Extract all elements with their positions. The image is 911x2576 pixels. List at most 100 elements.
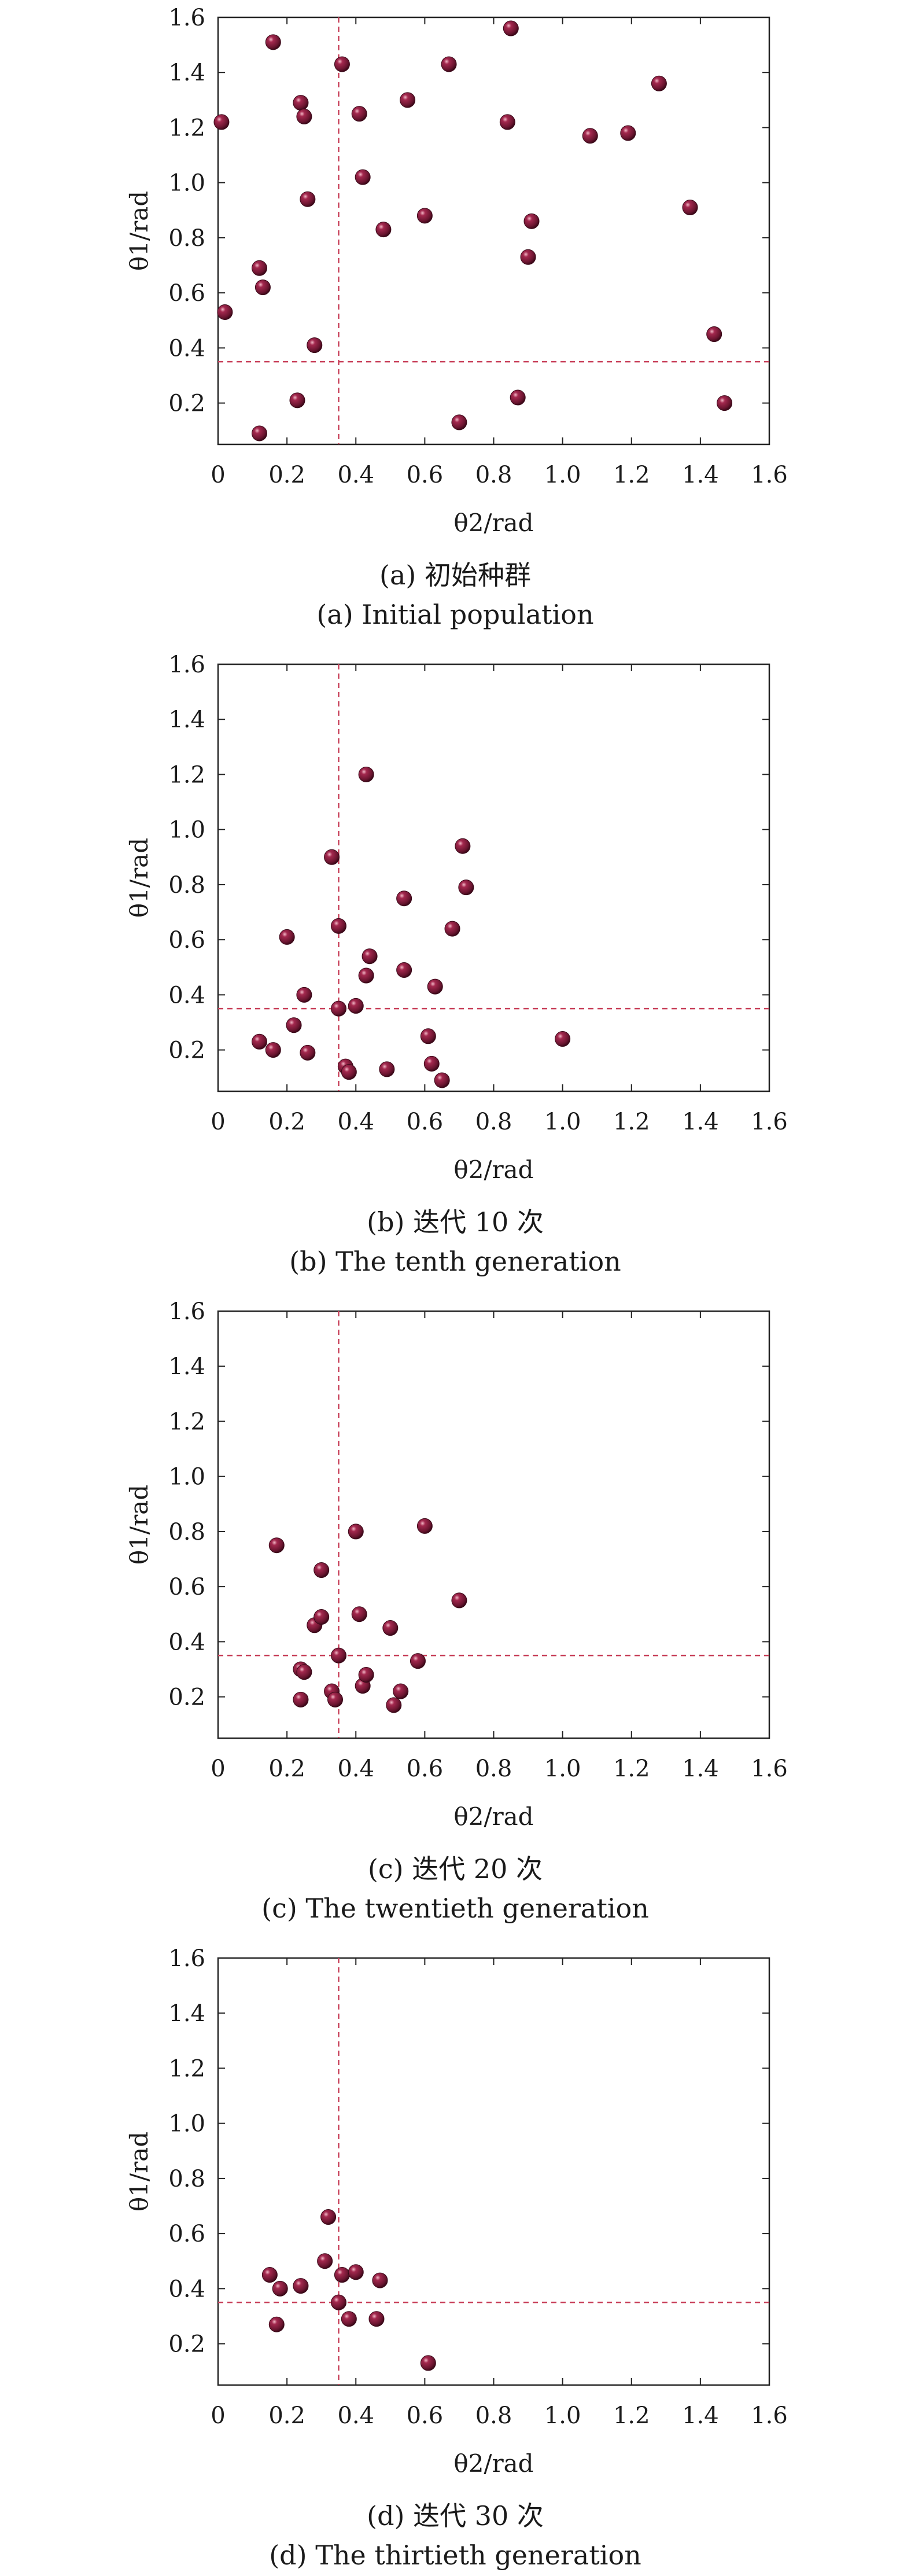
data-point (444, 921, 460, 937)
y-tick-label: 1.2 (168, 761, 205, 788)
x-tick-label: 1.0 (544, 1756, 581, 1782)
data-point (300, 191, 316, 207)
y-tick-label: 1.0 (168, 2111, 205, 2137)
data-point (313, 1562, 330, 1578)
data-point (455, 838, 471, 854)
x-tick-label: 1.6 (751, 1756, 788, 1782)
y-tick-label: 1.6 (168, 1298, 205, 1325)
data-point (382, 1620, 399, 1636)
y-tick-label: 1.0 (168, 1464, 205, 1491)
data-point (372, 2272, 388, 2288)
data-point (420, 1028, 436, 1044)
x-tick-label: 1.2 (613, 462, 650, 488)
data-point (272, 2280, 288, 2297)
data-point (396, 890, 412, 907)
x-tick-label: 0.4 (337, 1756, 374, 1782)
plot-frame (217, 16, 770, 446)
y-axis-label: θ1/rad (125, 838, 153, 918)
caption-en: (b) The tenth generation (289, 1246, 621, 1277)
x-tick-label: 0.6 (407, 1109, 444, 1135)
data-point (400, 92, 416, 108)
y-tick-label: 0.4 (168, 2276, 205, 2302)
data-point (251, 260, 267, 276)
y-tick-label: 0.6 (168, 2221, 205, 2247)
y-tick-label: 1.0 (168, 817, 205, 844)
data-point (499, 114, 515, 130)
data-point (375, 222, 392, 238)
y-tick-label: 0.6 (168, 280, 205, 307)
data-point (286, 1017, 302, 1033)
x-tick-label: 0.8 (475, 462, 512, 488)
data-point (330, 2294, 346, 2310)
data-point (213, 114, 230, 130)
x-axis-label: θ2/rad (453, 2449, 533, 2478)
x-tick-label: 0.6 (407, 2402, 444, 2429)
data-point (651, 75, 667, 91)
x-tick-label: 1.4 (682, 1109, 719, 1135)
data-point (682, 200, 698, 216)
x-tick-label: 0 (211, 1109, 225, 1135)
y-tick-label: 0.8 (168, 872, 205, 899)
y-tick-label: 0.8 (168, 2166, 205, 2192)
y-tick-label: 1.2 (168, 115, 205, 141)
x-tick-label: 1.4 (682, 462, 719, 488)
caption-cn: (b) 迭代 10 次 (367, 1206, 544, 1238)
data-point (351, 106, 367, 122)
data-point (706, 326, 722, 343)
data-point (379, 1061, 395, 1077)
x-tick-label: 0.8 (475, 1109, 512, 1135)
data-point (351, 1606, 367, 1622)
caption-en: (d) The thirtieth generation (269, 2540, 641, 2571)
data-point (327, 1691, 344, 1707)
x-tick-label: 0 (211, 462, 225, 488)
y-tick-label: 0.4 (168, 1629, 205, 1655)
chart-panel: 0 0.2 0.4 0.6 0.8 1.0 1.2 1.4 1.6 0.2 0.4 0.6 0.8 1.0… (125, 1945, 788, 2571)
y-tick-label: 0.4 (168, 982, 205, 1009)
x-tick-label: 0.6 (407, 462, 444, 488)
x-axis-label: θ2/rad (453, 1802, 533, 1831)
data-point (582, 128, 598, 144)
y-tick-label: 0.6 (168, 1574, 205, 1600)
data-point (313, 1609, 330, 1625)
data-point (217, 304, 233, 320)
data-point (341, 1064, 357, 1080)
x-tick-label: 1.0 (544, 1109, 581, 1135)
data-point (334, 2267, 350, 2283)
x-tick-label: 0.8 (475, 1756, 512, 1782)
x-axis-label: θ2/rad (453, 1155, 533, 1184)
data-point (268, 2316, 285, 2332)
data-point (393, 1683, 409, 1699)
x-tick-label: 0 (211, 2402, 225, 2429)
data-point (320, 2209, 337, 2225)
data-point (358, 766, 374, 782)
chart-panel: 0 0.2 0.4 0.6 0.8 1.0 1.2 1.4 1.6 0.2 0.4 0.6 0.8 1.0… (125, 652, 788, 1277)
data-point (520, 249, 536, 265)
y-tick-label: 0.8 (168, 225, 205, 252)
y-axis-label: θ1/rad (125, 191, 153, 271)
y-tick-label: 1.2 (168, 1408, 205, 1435)
y-tick-label: 0.6 (168, 927, 205, 954)
y-tick-label: 1.4 (168, 2000, 205, 2027)
y-tick-label: 0.4 (168, 335, 205, 362)
data-point (324, 849, 340, 865)
x-tick-label: 0.2 (268, 2402, 305, 2429)
data-point (441, 56, 457, 72)
x-tick-label: 0.2 (268, 1756, 305, 1782)
data-point (251, 1033, 267, 1050)
data-point (510, 389, 526, 406)
data-point (307, 337, 323, 354)
data-point (289, 392, 305, 409)
data-point (330, 1000, 346, 1017)
y-tick-label: 0.8 (168, 1519, 205, 1545)
data-point (251, 425, 267, 441)
x-tick-label: 1.2 (613, 1109, 650, 1135)
data-point (416, 1518, 433, 1534)
y-tick-label: 0.2 (168, 1037, 205, 1064)
x-tick-label: 0.4 (337, 1109, 374, 1135)
y-tick-label: 1.2 (168, 2055, 205, 2082)
chart-panel: 0 0.2 0.4 0.6 0.8 1.0 1.2 1.4 1.6 0.2 0.4 0.6 0.8 1.0… (125, 1298, 788, 1924)
x-tick-label: 1.0 (544, 2402, 581, 2429)
caption-en: (a) Initial population (316, 599, 593, 630)
x-tick-label: 0.6 (407, 1756, 444, 1782)
data-point (555, 1031, 571, 1047)
